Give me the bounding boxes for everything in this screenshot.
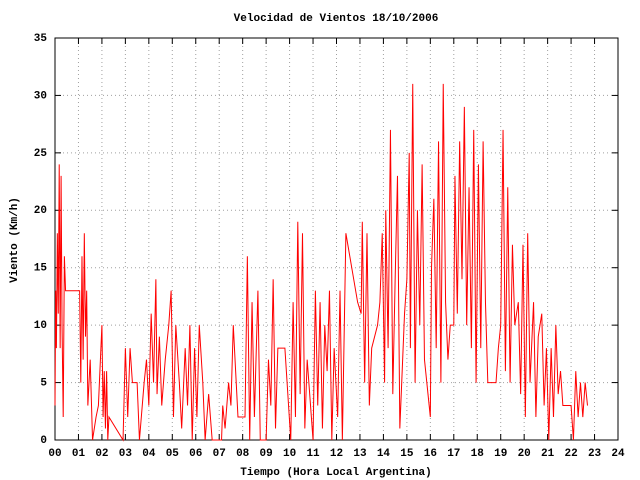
plot-border <box>54 37 619 441</box>
x-tick-label: 22 <box>564 448 577 460</box>
y-axis-label: Viento (Km/h) <box>9 197 21 283</box>
x-tick-label: 24 <box>611 448 625 460</box>
x-axis-label: Tiempo (Hora Local Argentina) <box>240 467 431 479</box>
x-tick-label: 05 <box>166 448 180 460</box>
y-tick-label: 15 <box>34 263 48 275</box>
x-tick-label: 12 <box>330 448 343 460</box>
y-tick-label: 10 <box>34 320 47 332</box>
x-tick-label: 01 <box>72 448 86 460</box>
x-tick-label: 06 <box>189 448 202 460</box>
chart-title: Velocidad de Vientos 18/10/2006 <box>234 13 439 25</box>
y-tick-label: 0 <box>40 435 47 447</box>
x-tick-label: 02 <box>95 448 108 460</box>
x-tick-label: 23 <box>588 448 602 460</box>
x-tick-label: 21 <box>541 448 555 460</box>
x-tick-label: 15 <box>400 448 414 460</box>
data-line <box>54 83 588 442</box>
y-tick-label: 5 <box>40 377 47 389</box>
x-tick-label: 14 <box>377 448 391 460</box>
x-tick-label: 11 <box>306 448 320 460</box>
y-tick-label: 30 <box>34 90 47 102</box>
y-tick-label: 25 <box>34 148 48 160</box>
x-tick-label: 08 <box>236 448 250 460</box>
x-tick-label: 17 <box>447 448 460 460</box>
y-tick-label: 35 <box>34 33 48 45</box>
x-tick-label: 07 <box>213 448 226 460</box>
y-tick-label: 20 <box>34 205 47 217</box>
x-tick-label: 03 <box>119 448 133 460</box>
x-tick-label: 20 <box>518 448 531 460</box>
x-tick-label: 13 <box>353 448 367 460</box>
x-tick-label: 10 <box>283 448 296 460</box>
x-tick-label: 09 <box>260 448 273 460</box>
x-tick-label: 00 <box>48 448 61 460</box>
x-tick-label: 19 <box>494 448 507 460</box>
x-tick-label: 16 <box>424 448 437 460</box>
x-tick-label: 18 <box>471 448 485 460</box>
x-tick-label: 04 <box>142 448 156 460</box>
